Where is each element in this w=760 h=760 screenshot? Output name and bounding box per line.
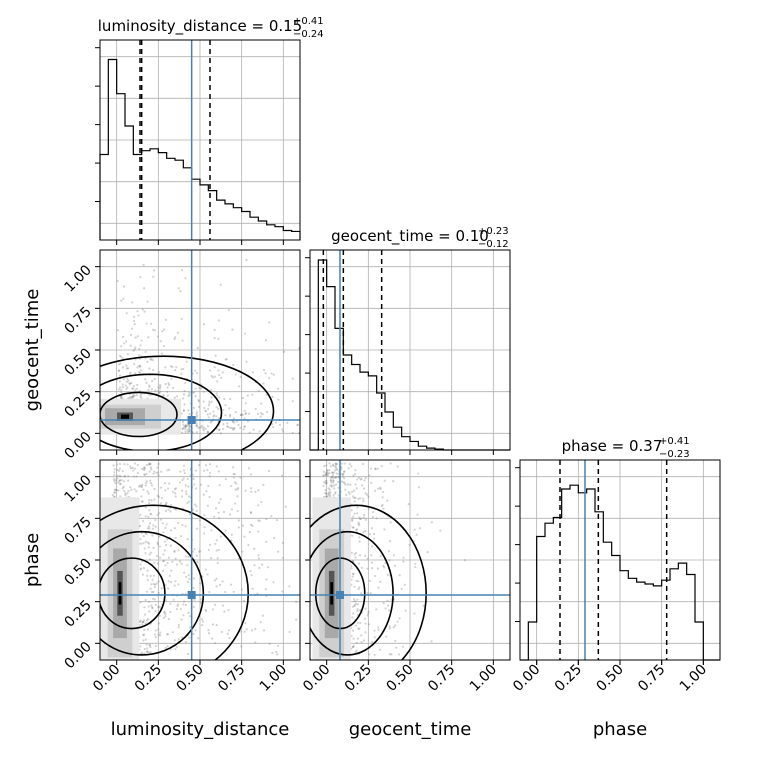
row-2-ytick-label-2: 0.50 — [61, 556, 94, 589]
density-0-1 — [100, 258, 300, 450]
col-0-xtick-label-0: 0.00 — [90, 662, 123, 695]
row-2-ytick-label-4: 1.00 — [61, 472, 94, 505]
contour-0-1-2 — [100, 391, 178, 438]
density-0-2 — [100, 462, 298, 660]
truth-marker-0-2 — [187, 591, 196, 599]
xlabel-luminosity-distance: luminosity_distance — [111, 719, 290, 740]
col-0-xtick-label-2: 0.50 — [173, 662, 206, 695]
title-phase-minus: −0.23 — [659, 449, 690, 460]
contour-0-1-0 — [100, 355, 275, 450]
ylabel-geocent-time: geocent_time — [22, 289, 43, 412]
density-block-1-2-4 — [330, 582, 334, 605]
panel-2d-luminosity_distance-geocent_time: 0.00 0.25 0.50 0.75 1.00 — [61, 249, 301, 462]
xlabel-geocent-time: geocent_time — [349, 719, 472, 740]
row-1-ytick-label-2: 0.50 — [61, 346, 94, 379]
truth-marker-1-2 — [336, 591, 344, 599]
title-phase: phase = 0.37 — [562, 437, 663, 455]
hist-0-grid — [100, 40, 300, 240]
density-block-0-2-4 — [118, 582, 122, 605]
title-luminosity-distance-minus: −0.24 — [293, 29, 324, 40]
hist-panel-geocent_time — [305, 249, 511, 455]
col-1-xtick-label-3: 0.75 — [425, 662, 458, 695]
title-geocent-time-plus: +0.23 — [478, 226, 509, 237]
col-1-xtick-label-4: 1.00 — [467, 662, 500, 695]
contour-0-2-0 — [100, 504, 250, 660]
ylabel-phase: phase — [22, 533, 43, 587]
title-phase-plus: +0.41 — [659, 436, 690, 447]
density-block-0-1-4 — [121, 414, 129, 419]
row-2-ytick-label-1: 0.25 — [61, 597, 94, 630]
row-1-ytick-label-4: 1.00 — [61, 262, 94, 295]
panel-2d-geocent_time-phase: 0.00 0.25 0.50 0.75 1.00 — [300, 459, 511, 695]
phase-xtick-label-4: 1.00 — [677, 662, 710, 695]
contour-0-2-2 — [100, 557, 166, 630]
row-1-ytick-label-0: 0.00 — [61, 429, 94, 462]
col-1-xtick-label-1: 0.25 — [342, 662, 375, 695]
col-0-xtick-label-1: 0.25 — [132, 662, 165, 695]
hist-step-0 — [99, 58, 301, 240]
title-geocent-time-minus: −0.12 — [478, 239, 509, 250]
hist-step-2 — [520, 484, 720, 661]
row-2-ytick-label-3: 0.75 — [61, 514, 94, 547]
phase-xtick-label-1: 0.25 — [552, 662, 585, 695]
xlabel-phase: phase — [593, 719, 647, 740]
row-1-ytick-label-3: 0.75 — [61, 304, 94, 337]
contour-0-2-1 — [100, 530, 205, 656]
title-luminosity-distance-plus: +0.41 — [293, 16, 324, 27]
phase-xtick-label-3: 0.75 — [635, 662, 668, 695]
contour-1-2-1 — [310, 530, 394, 656]
title-luminosity-distance: luminosity_distance = 0.15 — [98, 17, 302, 36]
hist-panel-phase: 0.00 0.25 0.50 0.75 1.00 — [510, 459, 721, 695]
phase-xtick-label-2: 0.50 — [593, 662, 626, 695]
row-1-ytick-label-1: 0.25 — [61, 387, 94, 420]
col-1-xtick-label-0: 0.00 — [300, 662, 333, 695]
hist-panel-luminosity_distance — [95, 39, 301, 245]
title-geocent-time: geocent_time = 0.10 — [331, 227, 489, 246]
phase-xtick-label-0: 0.00 — [510, 662, 543, 695]
truth-marker-0-1 — [187, 416, 196, 424]
col-0-xtick-label-3: 0.75 — [215, 662, 248, 695]
row-2-ytick-label-0: 0.00 — [61, 639, 94, 672]
col-0-xtick-label-4: 1.00 — [257, 662, 290, 695]
col-1-xtick-label-2: 0.50 — [383, 662, 416, 695]
p02-grid — [100, 460, 300, 660]
contour-0-1-1 — [100, 373, 223, 450]
contour-1-2-0 — [310, 504, 427, 660]
density-1-2 — [310, 462, 466, 660]
